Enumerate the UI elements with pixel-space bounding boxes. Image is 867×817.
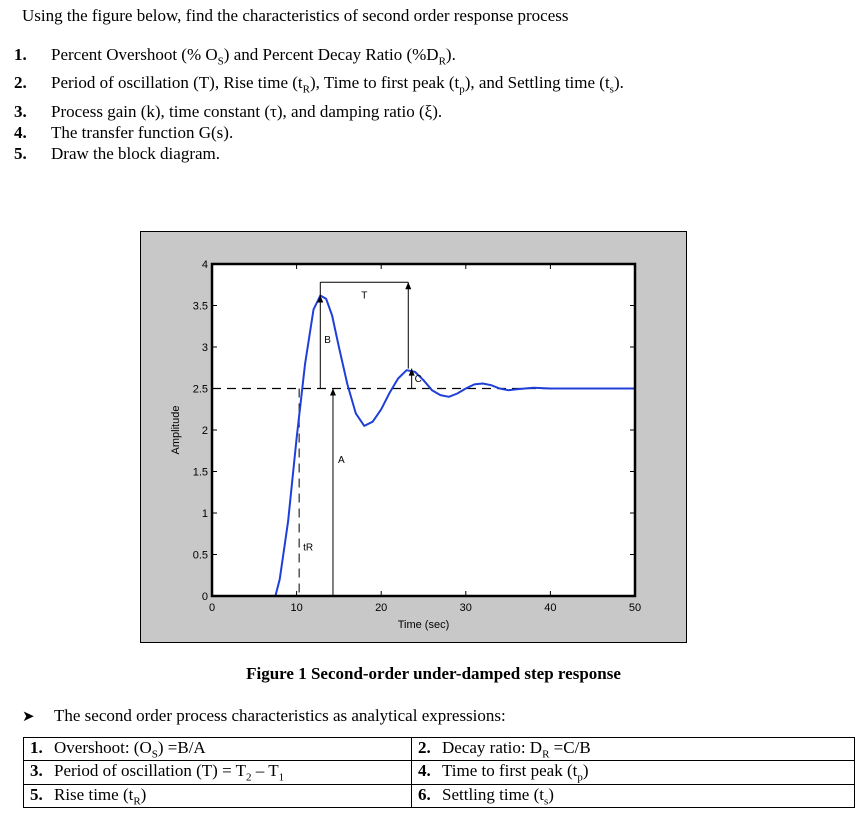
- question-1: 1. Percent Overshoot (% OS) and Percent …: [14, 44, 624, 72]
- arrow-bullet-icon: ➤: [22, 708, 35, 725]
- characteristics-table: 1. Overshoot: (OS) =B/A 2. Decay ratio: DR…: [23, 736, 855, 809]
- table-cell: 3. Period of oscillation (T) = T2 – T1: [23, 760, 412, 785]
- question-text: The transfer function G(s).: [51, 122, 234, 142]
- x-tick-label: 0: [209, 602, 215, 614]
- y-tick-label: 4: [202, 259, 208, 271]
- step-response-chart: 0 10 20 30 40 50 0 0.5 1 1.5 2 2.5 3 3.5 4 Time (sec) Am…: [170, 259, 641, 631]
- bullet-text: The second order process characteristics…: [54, 706, 506, 725]
- x-tick-label: 20: [375, 602, 387, 614]
- y-tick-label: 0.5: [193, 550, 208, 562]
- step-response-figure: 0 10 20 30 40 50 0 0.5 1 1.5 2 2.5 3 3.5 4 Time (sec) Am…: [140, 231, 687, 643]
- question-number: 5.: [14, 143, 27, 163]
- bullet-paragraph: ➤ The second order process characteristi…: [22, 706, 506, 726]
- question-number: 1.: [14, 45, 27, 64]
- t-arrow-head: [405, 282, 412, 290]
- a-label: A: [338, 455, 345, 466]
- table-row: 3. Period of oscillation (T) = T2 – T1 4.…: [23, 760, 855, 785]
- question-text: Process gain (k), time constant (τ), and…: [51, 101, 443, 121]
- question-2: 2. Period of oscillation (T), Rise time …: [14, 72, 624, 100]
- question-4: 4. The transfer function G(s).: [14, 122, 624, 143]
- figure-caption: Figure 1 Second-order under-damped step …: [246, 664, 621, 683]
- c-arrow-head: [408, 368, 415, 376]
- table-cell: 4. Time to first peak (tp): [411, 760, 855, 785]
- table-cell: 1. Overshoot: (OS) =B/A: [23, 736, 412, 762]
- y-tick-label: 2: [202, 425, 208, 437]
- b-label: B: [324, 335, 331, 346]
- x-tick-label: 30: [460, 602, 472, 614]
- y-tick-label: 1.5: [193, 467, 208, 479]
- b-arrow-head: [317, 295, 324, 303]
- a-arrow-head: [329, 388, 336, 396]
- question-number: 4.: [14, 122, 27, 142]
- question-text: Draw the block diagram.: [51, 143, 220, 163]
- y-tick-label: 2.5: [193, 384, 208, 396]
- x-tick-label: 50: [629, 602, 641, 614]
- y-tick-label: 3.5: [193, 301, 208, 313]
- question-list: 1. Percent Overshoot (% OS) and Percent …: [14, 44, 624, 164]
- table-cell: 2. Decay ratio: DR =C/B: [411, 736, 855, 762]
- response-curve: [212, 294, 635, 597]
- question-3: 3. Process gain (k), time constant (τ), …: [14, 101, 624, 122]
- question-text: Period of oscillation (T), Rise time (tR…: [51, 73, 624, 96]
- table-row: 1. Overshoot: (OS) =B/A 2. Decay ratio: DR…: [23, 736, 855, 762]
- x-tick-label: 40: [544, 602, 556, 614]
- question-text: Percent Overshoot (% OS) and Percent Dec…: [51, 45, 456, 68]
- question-number: 3.: [14, 101, 27, 121]
- intro-text: Using the figure below, find the charact…: [22, 6, 569, 25]
- t-label: T: [361, 290, 367, 301]
- rise-time-label: tR: [303, 542, 313, 553]
- y-axis-label: Amplitude: [170, 406, 182, 455]
- question-number: 2.: [14, 73, 27, 93]
- y-tick-label: 3: [202, 342, 208, 354]
- plot-frame: [210, 262, 637, 598]
- question-5: 5. Draw the block diagram.: [14, 143, 624, 164]
- table-cell: 5. Rise time (tR): [23, 783, 412, 809]
- y-tick-label: 0: [202, 591, 208, 603]
- x-tick-label: 10: [290, 602, 302, 614]
- table-cell: 6. Settling time (ts): [411, 783, 855, 809]
- y-tick-label: 1: [202, 508, 208, 520]
- plot-area: [212, 264, 635, 596]
- table-row: 5. Rise time (tR) 6. Settling time (ts): [23, 783, 855, 809]
- c-label: C: [415, 374, 422, 385]
- x-axis-label: Time (sec): [398, 619, 450, 631]
